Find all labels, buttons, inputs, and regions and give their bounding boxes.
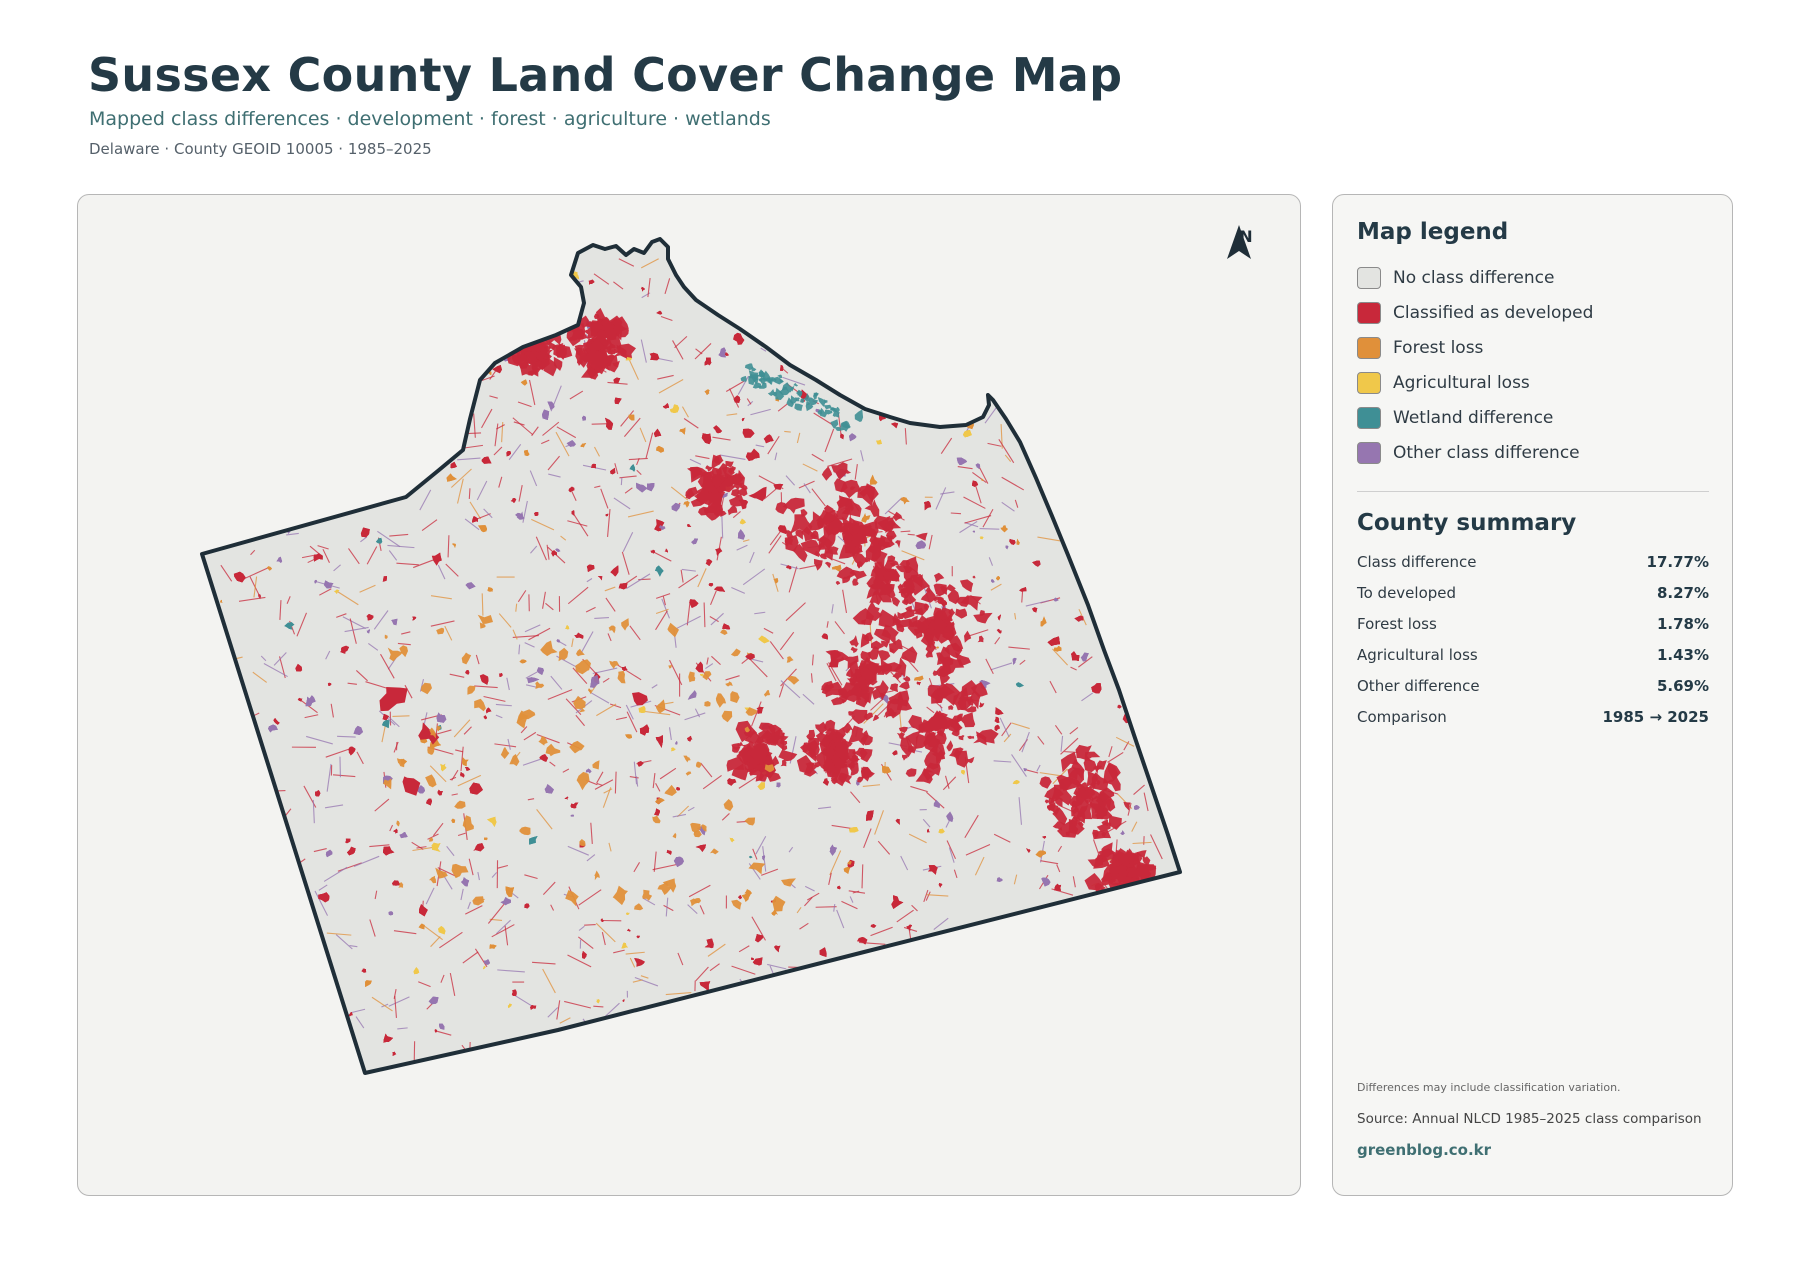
summary-label: Class difference [1357, 553, 1477, 571]
map-panel[interactable]: N [77, 194, 1301, 1196]
legend-label: No class difference [1393, 268, 1555, 288]
summary-label: Other difference [1357, 677, 1480, 695]
summary-row-forest-loss: Forest loss 1.78% [1357, 613, 1709, 635]
county-boundary [200, 237, 1182, 1075]
legend-swatch [1357, 372, 1381, 394]
legend-title: Map legend [1357, 219, 1509, 245]
north-arrow: N [1226, 225, 1266, 259]
summary-value: 1.78% [1656, 615, 1709, 633]
change-patches [216, 258, 1163, 1064]
summary-row-to-developed: To developed 8.27% [1357, 582, 1709, 604]
legend-item-other: Other class difference [1357, 440, 1580, 466]
north-arrow-icon [1227, 225, 1251, 259]
page-meta: Delaware · County GEOID 10005 · 1985–202… [89, 140, 432, 158]
source-text: Source: Annual NLCD 1985–2025 class comp… [1357, 1111, 1702, 1127]
legend-swatch [1357, 302, 1381, 324]
legend-swatch [1357, 407, 1381, 429]
county-area [202, 239, 1180, 1073]
site-link[interactable]: greenblog.co.kr [1357, 1141, 1492, 1159]
summary-label: Agricultural loss [1357, 646, 1478, 664]
legend-label: Wetland difference [1393, 408, 1554, 428]
summary-row-other-difference: Other difference 5.69% [1357, 675, 1709, 697]
legend-label: Other class difference [1393, 443, 1580, 463]
legend-divider [1357, 491, 1709, 492]
page-subtitle: Mapped class differences · development ·… [89, 108, 771, 130]
summary-value: 8.27% [1656, 584, 1709, 602]
legend-item-agricultural-loss: Agricultural loss [1357, 370, 1530, 396]
summary-value: 17.77% [1646, 553, 1709, 571]
summary-label: Forest loss [1357, 615, 1437, 633]
legend-item-wetland: Wetland difference [1357, 405, 1553, 431]
county-map[interactable] [78, 195, 1301, 1196]
legend-swatch [1357, 442, 1381, 464]
summary-value: 1985 → 2025 [1602, 708, 1709, 726]
legend-swatch [1357, 337, 1381, 359]
legend-label: Forest loss [1393, 338, 1484, 358]
summary-value: 1.43% [1656, 646, 1709, 664]
legend-item-no-difference: No class difference [1357, 265, 1554, 291]
summary-value: 5.69% [1656, 677, 1709, 695]
summary-row-class-difference: Class difference 17.77% [1357, 551, 1709, 573]
side-panel: Map legend No class difference Classifie… [1332, 194, 1733, 1196]
legend-swatch [1357, 267, 1381, 289]
page-title: Sussex County Land Cover Change Map [88, 48, 1123, 102]
summary-title: County summary [1357, 510, 1577, 536]
legend-item-forest-loss: Forest loss [1357, 335, 1483, 361]
legend-label: Classified as developed [1393, 303, 1594, 323]
summary-label: To developed [1357, 584, 1457, 602]
summary-label: Comparison [1357, 708, 1447, 726]
summary-row-comparison: Comparison 1985 → 2025 [1357, 706, 1709, 728]
summary-row-agricultural-loss: Agricultural loss 1.43% [1357, 644, 1709, 666]
legend-label: Agricultural loss [1393, 373, 1530, 393]
legend-item-developed: Classified as developed [1357, 300, 1593, 326]
footnote: Differences may include classification v… [1357, 1081, 1621, 1094]
